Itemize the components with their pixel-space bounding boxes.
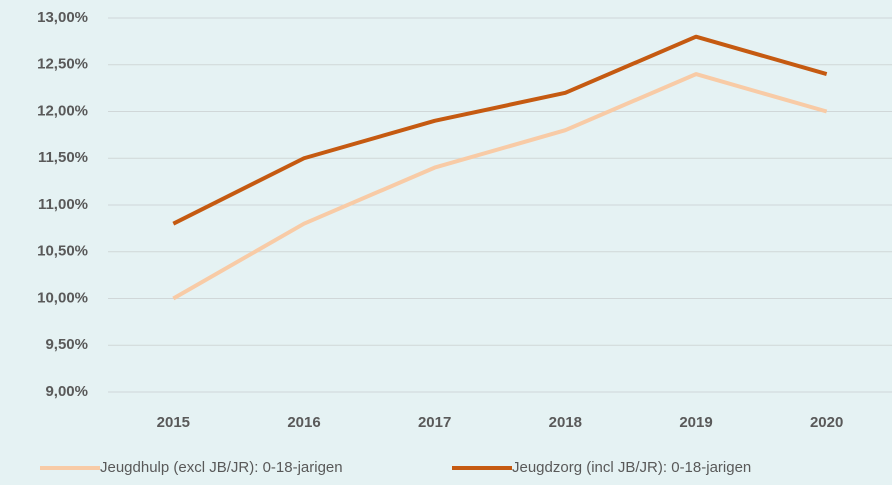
y-tick-label: 12,00% xyxy=(37,102,88,119)
x-tick-label: 2017 xyxy=(418,414,451,431)
x-tick-label: 2016 xyxy=(287,414,320,431)
y-tick-label: 9,00% xyxy=(45,383,88,400)
legend-label: Jeugdhulp (excl JB/JR): 0-18-jarigen xyxy=(100,459,343,476)
y-tick-label: 11,00% xyxy=(38,196,88,213)
y-tick-label: 11,50% xyxy=(38,149,88,166)
x-tick-label: 2015 xyxy=(157,414,190,431)
x-tick-label: 2018 xyxy=(549,414,582,431)
y-tick-label: 10,00% xyxy=(37,289,88,306)
y-tick-label: 13,00% xyxy=(37,9,88,26)
series-line xyxy=(172,72,828,301)
legend-label: Jeugdzorg (incl JB/JR): 0-18-jarigen xyxy=(512,459,751,476)
series-line xyxy=(172,34,828,226)
y-tick-label: 12,50% xyxy=(37,56,88,73)
x-tick-label: 2020 xyxy=(810,414,843,431)
y-tick-label: 10,50% xyxy=(37,243,88,260)
x-tick-label: 2019 xyxy=(679,414,712,431)
y-tick-label: 9,50% xyxy=(45,336,88,353)
